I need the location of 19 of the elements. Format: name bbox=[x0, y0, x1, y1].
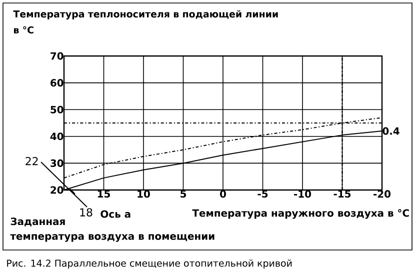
text: Заданная bbox=[10, 218, 65, 226]
text: температура воздуха в помещении bbox=[10, 234, 214, 242]
series-label: 0.4 bbox=[382, 127, 400, 135]
y-tick-label: 30 bbox=[50, 159, 64, 167]
text: 22 bbox=[26, 156, 38, 166]
x-tick-label: 10 bbox=[138, 190, 150, 198]
x-tick-label: -10 bbox=[294, 190, 312, 198]
x-tick-label: 0 bbox=[220, 190, 226, 198]
text: 18 bbox=[80, 208, 92, 216]
y-tick-label: 70 bbox=[50, 52, 64, 60]
y-tick-label: 20 bbox=[50, 186, 64, 194]
y-axis-title: Температура теплоносителя в подающей линии в °C bbox=[13, 10, 278, 34]
x-tick-label: -20 bbox=[374, 190, 391, 198]
text: Ось a bbox=[100, 210, 130, 218]
x-axis-title: Температура наружного воздуха в °C bbox=[192, 209, 409, 219]
y-tick-label: 60 bbox=[50, 79, 64, 87]
text: Рис. 14.2 Параллельное смещение отопительной кривой bbox=[7, 259, 292, 269]
y-tick-label: 40 bbox=[50, 132, 64, 140]
y-tick-label: 50 bbox=[50, 106, 64, 114]
